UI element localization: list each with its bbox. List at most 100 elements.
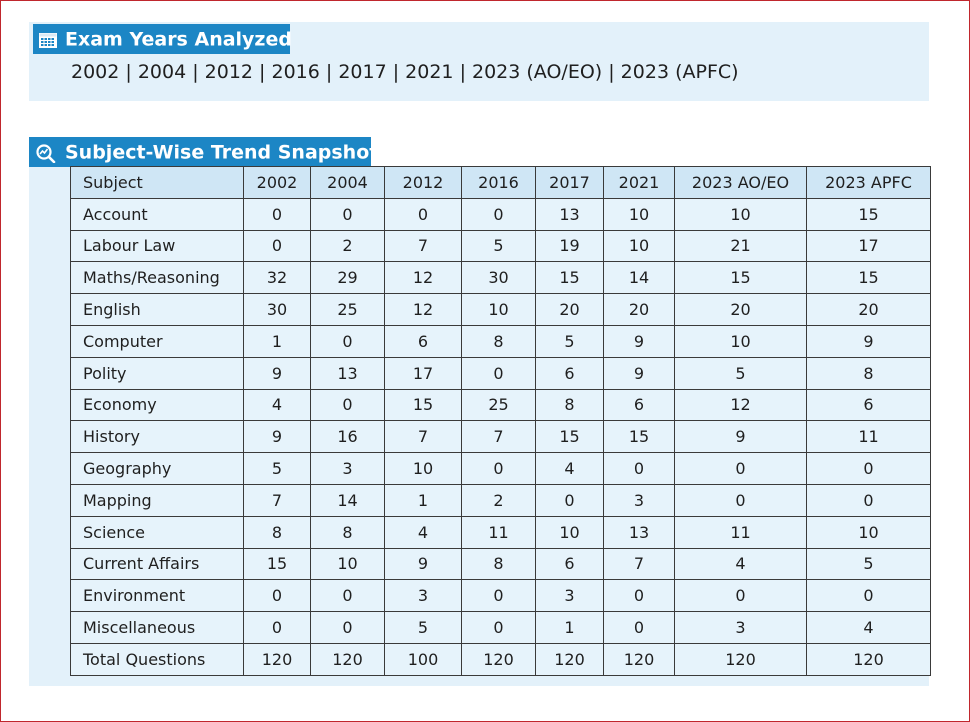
trend-title: Subject-Wise Trend Snapshot	[65, 141, 379, 164]
count-cell: 120	[535, 642, 604, 676]
count-cell: 4	[243, 388, 311, 422]
count-cell: 6	[603, 388, 675, 422]
subject-cell: Economy	[70, 388, 244, 422]
count-cell: 8	[310, 515, 385, 549]
count-cell: 15	[806, 261, 931, 295]
count-cell: 6	[806, 388, 931, 422]
count-cell: 4	[535, 452, 604, 485]
subject-cell: Science	[70, 515, 244, 549]
subject-cell: Total Questions	[70, 642, 244, 676]
count-cell: 9	[384, 547, 462, 581]
table-row: Geography 5 3 10 0 4 0 0 0	[70, 452, 931, 485]
count-cell: 0	[243, 611, 311, 644]
subject-cell: Mapping	[70, 483, 244, 517]
count-cell: 1	[535, 611, 604, 644]
count-cell: 15	[243, 547, 311, 581]
count-cell: 8	[461, 547, 536, 581]
count-cell: 29	[310, 261, 385, 295]
count-cell: 0	[461, 611, 536, 644]
count-cell: 12	[384, 261, 462, 295]
subject-cell: History	[70, 420, 244, 454]
count-cell: 4	[384, 515, 462, 549]
count-cell: 120	[603, 642, 675, 676]
count-cell: 0	[603, 452, 675, 485]
count-cell: 9	[243, 356, 311, 390]
count-cell: 15	[535, 261, 604, 295]
count-cell: 0	[674, 483, 807, 517]
count-cell: 25	[310, 293, 385, 326]
calendar-icon	[39, 32, 57, 48]
count-cell: 120	[461, 642, 536, 676]
count-cell: 17	[384, 356, 462, 390]
count-cell: 10	[674, 324, 807, 358]
count-cell: 5	[674, 356, 807, 390]
count-cell: 12	[384, 293, 462, 326]
table-row: Economy 4 0 15 25 8 6 12 6	[70, 388, 931, 422]
count-cell: 3	[535, 579, 604, 613]
count-cell: 6	[535, 547, 604, 581]
table-row: Polity 9 13 17 0 6 9 5 8	[70, 356, 931, 390]
column-header-year: 2002	[243, 166, 311, 199]
count-cell: 0	[603, 579, 675, 613]
count-cell: 3	[603, 483, 675, 517]
count-cell: 13	[310, 356, 385, 390]
count-cell: 9	[603, 356, 675, 390]
count-cell: 0	[310, 197, 385, 231]
count-cell: 0	[806, 579, 931, 613]
count-cell: 10	[461, 293, 536, 326]
count-cell: 15	[535, 420, 604, 454]
table-row: Mapping 7 14 1 2 0 3 0 0	[70, 483, 931, 517]
count-cell: 0	[461, 356, 536, 390]
subject-cell: Account	[70, 197, 244, 231]
count-cell: 10	[674, 197, 807, 231]
count-cell: 1	[243, 324, 311, 358]
count-cell: 0	[535, 483, 604, 517]
count-cell: 14	[603, 261, 675, 295]
table-row: History 9 16 7 7 15 15 9 11	[70, 420, 931, 454]
count-cell: 0	[243, 229, 311, 263]
column-header-year: 2021	[603, 166, 675, 199]
count-cell: 0	[310, 324, 385, 358]
total-row: Total Questions 120 120 100 120 120 120 120 120	[70, 642, 931, 676]
count-cell: 13	[535, 197, 604, 231]
count-cell: 8	[535, 388, 604, 422]
count-cell: 8	[461, 324, 536, 358]
count-cell: 30	[461, 261, 536, 295]
count-cell: 0	[310, 388, 385, 422]
column-header-year: 2017	[535, 166, 604, 199]
column-header-subject: Subject	[70, 166, 244, 199]
table-row: Labour Law 0 2 7 5 19 10 21 17	[70, 229, 931, 263]
count-cell: 120	[310, 642, 385, 676]
count-cell: 0	[674, 579, 807, 613]
table-row: Maths/Reasoning 32 29 12 30 15 14 15 15	[70, 261, 931, 295]
count-cell: 13	[603, 515, 675, 549]
count-cell: 20	[806, 293, 931, 326]
count-cell: 10	[384, 452, 462, 485]
count-cell: 10	[603, 229, 675, 263]
count-cell: 9	[603, 324, 675, 358]
count-cell: 7	[384, 229, 462, 263]
count-cell: 25	[461, 388, 536, 422]
count-cell: 7	[603, 547, 675, 581]
count-cell: 21	[674, 229, 807, 263]
count-cell: 5	[384, 611, 462, 644]
subject-cell: Labour Law	[70, 229, 244, 263]
count-cell: 15	[603, 420, 675, 454]
count-cell: 120	[243, 642, 311, 676]
exam-years-list: 2002 | 2004 | 2012 | 2016 | 2017 | 2021 …	[71, 61, 739, 83]
count-cell: 9	[243, 420, 311, 454]
count-cell: 100	[384, 642, 462, 676]
table-row: Current Affairs 15 10 9 8 6 7 4 5	[70, 547, 931, 581]
count-cell: 120	[674, 642, 807, 676]
count-cell: 6	[384, 324, 462, 358]
count-cell: 19	[535, 229, 604, 263]
table-header: Subject 2002 2004 2012 2016 2017 2021 2023 AO/E…	[70, 166, 931, 199]
count-cell: 4	[806, 611, 931, 644]
count-cell: 30	[243, 293, 311, 326]
count-cell: 7	[243, 483, 311, 517]
header-row: Subject 2002 2004 2012 2016 2017 2021 2023 AO/E…	[70, 166, 931, 199]
count-cell: 2	[310, 229, 385, 263]
table-row: Environment 0 0 3 0 3 0 0 0	[70, 579, 931, 613]
count-cell: 8	[243, 515, 311, 549]
subject-cell: Polity	[70, 356, 244, 390]
